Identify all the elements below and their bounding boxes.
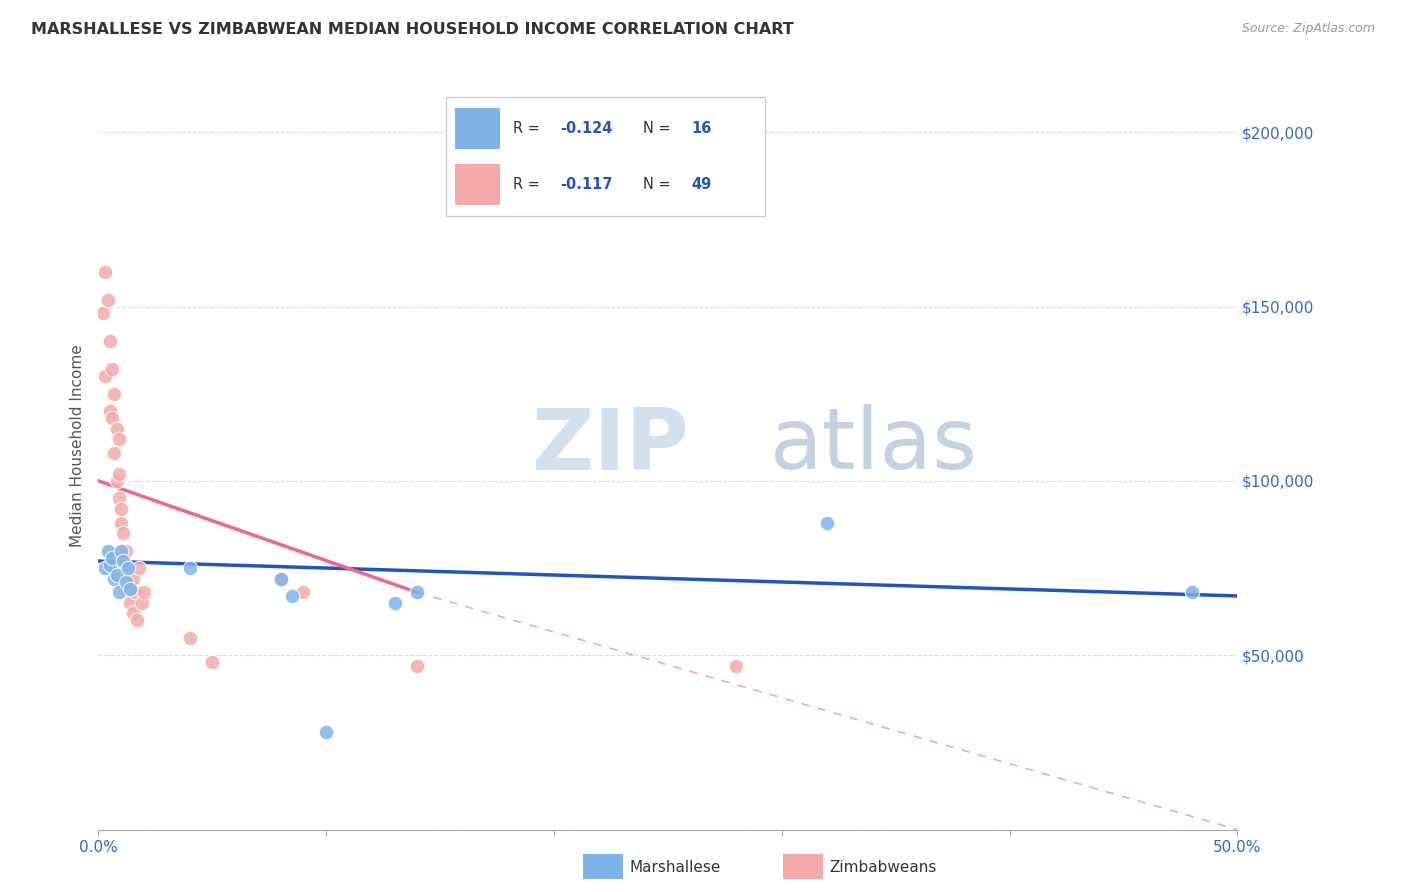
Point (315, 725, 337, 739)
Point (103, 386, 125, 401)
Point (101, 550, 124, 565)
Point (103, 446, 125, 460)
Point (110, 501, 132, 516)
Point (124, 585, 146, 599)
Point (127, 613, 149, 627)
Point (725, 658, 748, 673)
Point (281, 589, 304, 603)
Point (121, 572, 143, 586)
Text: Zimbabweans: Zimbabweans (830, 860, 936, 874)
Point (101, 362, 124, 376)
Point (815, 516, 838, 530)
Point (108, 491, 131, 506)
Point (384, 596, 406, 610)
Point (114, 572, 136, 586)
Point (179, 631, 201, 645)
Point (96, 293, 118, 307)
Point (108, 467, 131, 481)
Point (94, 265, 117, 279)
Text: atlas: atlas (770, 404, 979, 488)
Point (117, 585, 139, 599)
Point (98, 334, 121, 349)
Point (292, 585, 315, 599)
Y-axis label: Median Household Income: Median Household Income (69, 344, 84, 548)
Point (270, 572, 292, 586)
Point (101, 411, 124, 425)
Point (1181, 585, 1204, 599)
Point (406, 585, 429, 599)
Text: Marshallese: Marshallese (630, 860, 721, 874)
Point (112, 554, 135, 568)
Point (131, 596, 153, 610)
Point (112, 526, 135, 541)
Point (105, 568, 128, 582)
Point (121, 607, 143, 621)
Point (110, 543, 132, 558)
Point (96, 543, 118, 558)
Point (120, 582, 142, 596)
Point (105, 421, 128, 435)
Text: ZIP: ZIP (531, 404, 689, 488)
Text: Source: ZipAtlas.com: Source: ZipAtlas.com (1241, 22, 1375, 36)
Point (114, 574, 136, 589)
Point (117, 561, 139, 575)
Point (108, 585, 131, 599)
Point (94, 561, 117, 575)
Point (270, 572, 292, 586)
Point (201, 655, 224, 669)
Text: MARSHALLESE VS ZIMBABWEAN MEDIAN HOUSEHOLD INCOME CORRELATION CHART: MARSHALLESE VS ZIMBABWEAN MEDIAN HOUSEHO… (31, 22, 793, 37)
Point (103, 572, 125, 586)
Point (112, 550, 135, 565)
Point (132, 585, 155, 599)
Point (91, 306, 114, 320)
Point (98, 404, 121, 418)
Point (98, 558, 121, 572)
Point (117, 561, 139, 575)
Point (110, 516, 132, 530)
Point (120, 578, 142, 592)
Point (108, 432, 131, 446)
Point (120, 596, 142, 610)
Point (105, 474, 128, 488)
Point (179, 561, 201, 575)
Point (406, 658, 429, 673)
Point (128, 561, 150, 575)
Point (94, 369, 117, 384)
Point (114, 543, 136, 558)
